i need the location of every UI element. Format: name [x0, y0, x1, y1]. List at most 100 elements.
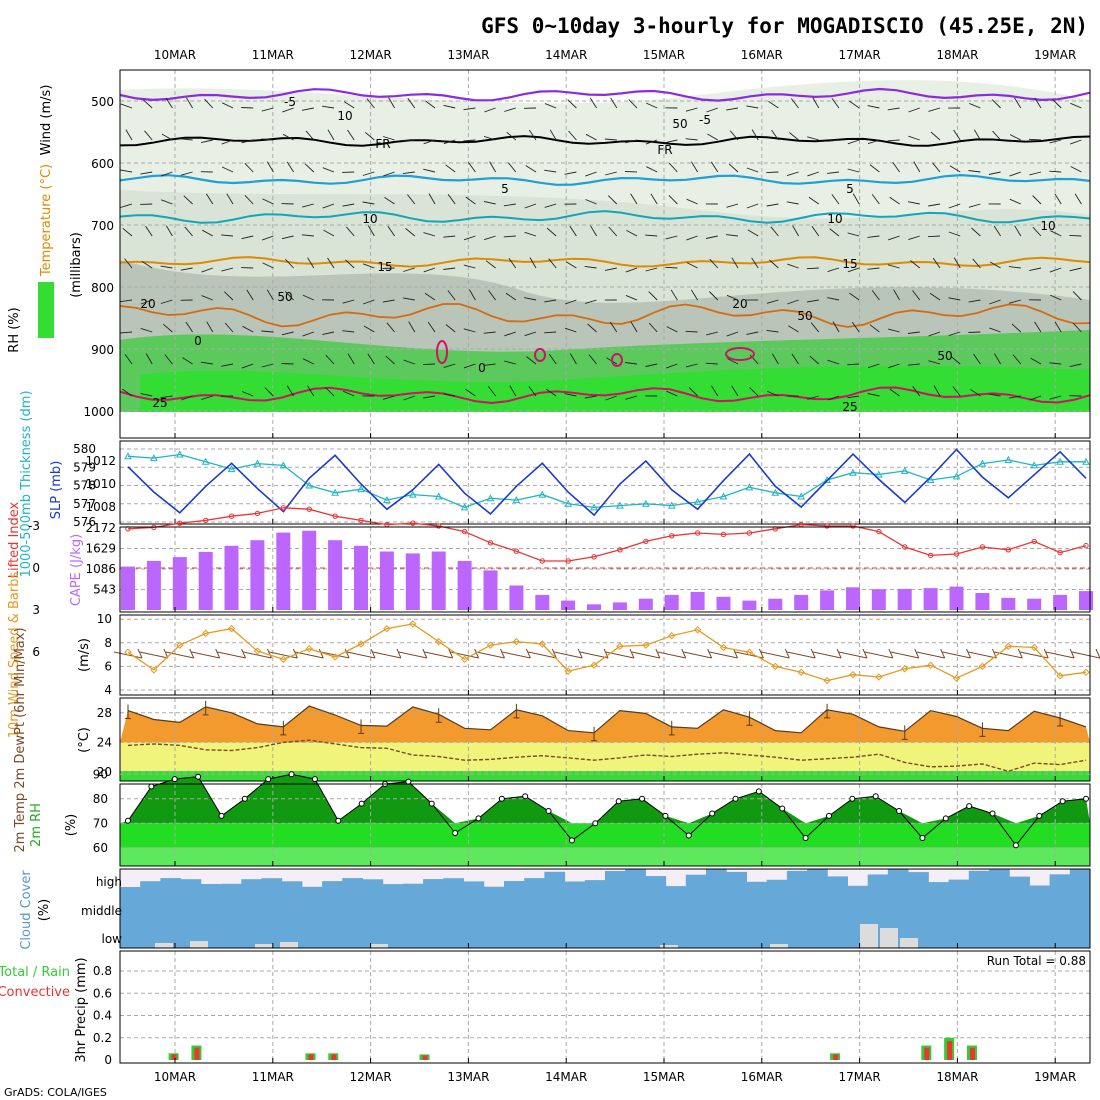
wind-barb — [971, 227, 981, 237]
precip-convective-bar — [422, 1055, 428, 1060]
wind-barb — [483, 331, 496, 334]
wind-barb — [907, 201, 920, 205]
wind-barb — [484, 107, 496, 113]
wind-barb-flag — [1095, 648, 1100, 659]
wind-barb — [241, 139, 254, 144]
wind-barb — [483, 363, 496, 366]
wind-barb — [180, 267, 193, 271]
high-cloud-bar — [322, 881, 343, 891]
wind-barb — [261, 138, 274, 141]
wind-barb — [645, 267, 658, 272]
wind-marker — [771, 662, 780, 671]
high-cloud-bar — [766, 879, 788, 891]
wind-barb — [463, 235, 476, 241]
wind-barb — [648, 322, 658, 333]
wind-barb — [1029, 395, 1042, 401]
wind-barb — [570, 353, 577, 365]
wind-barb — [1009, 134, 1022, 141]
wind-barb-flag — [267, 648, 272, 659]
wind-barb — [246, 289, 254, 301]
cape-bar — [1053, 594, 1068, 610]
wind-barb — [992, 130, 1001, 141]
wind-barb — [342, 299, 355, 304]
wind-barb — [206, 321, 214, 333]
wind-barb — [201, 395, 213, 400]
wind-barb — [403, 395, 415, 401]
wind-barb-staff — [657, 651, 686, 659]
wind-barb — [145, 353, 153, 365]
li-marker — [202, 517, 209, 524]
wind-barb — [806, 299, 819, 303]
li-marker — [927, 552, 934, 559]
wind-barb — [427, 321, 436, 333]
wind-barb — [789, 132, 799, 141]
cape-bar — [897, 588, 912, 610]
wind-barb — [913, 161, 921, 173]
wind-barb — [241, 107, 254, 109]
wind-barb — [587, 323, 597, 333]
cape-bar — [535, 594, 550, 610]
wind-barb-staff — [269, 651, 298, 659]
wind-barb — [1029, 267, 1042, 272]
wind-barb — [386, 322, 395, 333]
lifted-index-line — [127, 507, 1087, 562]
wind-barb — [948, 231, 961, 237]
wind-marker — [849, 670, 857, 679]
date-label-bottom: 14MAR — [545, 1070, 587, 1084]
wind-barb — [221, 166, 234, 173]
wind-barb — [645, 363, 658, 367]
wind-marker — [590, 661, 598, 669]
wind-barb — [221, 234, 234, 237]
high-cloud-bar — [928, 882, 949, 891]
wind-barb — [1050, 294, 1062, 301]
contour-label: 0 — [478, 361, 486, 375]
wind-barb — [807, 136, 819, 141]
high-cloud-bar — [726, 871, 747, 891]
wind-barb — [690, 289, 698, 301]
high-cloud-bar — [706, 869, 727, 891]
low-label: low — [102, 932, 123, 946]
wind-marker — [201, 629, 210, 638]
rh-tick: 80 — [93, 792, 108, 806]
wind-barb — [908, 135, 920, 141]
wind-barb-staff — [1046, 651, 1075, 659]
wind-barb — [769, 259, 779, 269]
wind-barb — [325, 354, 335, 365]
wind-barb-flag — [215, 648, 221, 659]
thickness-tick: 576 — [73, 515, 96, 529]
contour-label: 50 — [937, 349, 952, 363]
cape-bar — [509, 585, 524, 610]
wind-barb — [746, 331, 759, 335]
wind-tick: 6 — [104, 659, 112, 673]
high-cloud-bar — [463, 881, 485, 891]
wind-barb — [281, 331, 294, 336]
cape-bar — [431, 551, 446, 610]
wind-barb — [529, 257, 537, 269]
wind-barb — [892, 161, 900, 173]
cape-bar — [871, 589, 886, 610]
wind-barb — [285, 258, 294, 269]
high-cloud-bar — [685, 874, 707, 891]
wind-barb — [950, 356, 961, 365]
wind-barb — [484, 235, 496, 241]
wind-barb — [970, 389, 981, 397]
date-label-bottom: 18MAR — [936, 1070, 978, 1084]
wind-barb — [928, 203, 941, 207]
wind-barb — [1054, 321, 1062, 333]
wind-barb — [1070, 166, 1082, 173]
wind-barb-staff — [1071, 651, 1100, 659]
wind-barb — [604, 267, 617, 271]
wind-barb — [304, 163, 315, 173]
high-cloud-bar — [786, 870, 808, 891]
li-marker — [694, 530, 701, 536]
date-label-top: 19MAR — [1034, 48, 1076, 62]
wind-barb — [367, 225, 375, 237]
wind-barb — [202, 229, 214, 237]
wind-barb — [585, 171, 597, 177]
wind-barb — [706, 107, 718, 113]
wind-barb — [445, 324, 456, 333]
wind-marker — [564, 667, 572, 675]
wind-barb — [447, 290, 456, 301]
wind-barb-flag — [344, 648, 350, 659]
wind-barb — [989, 261, 1001, 269]
